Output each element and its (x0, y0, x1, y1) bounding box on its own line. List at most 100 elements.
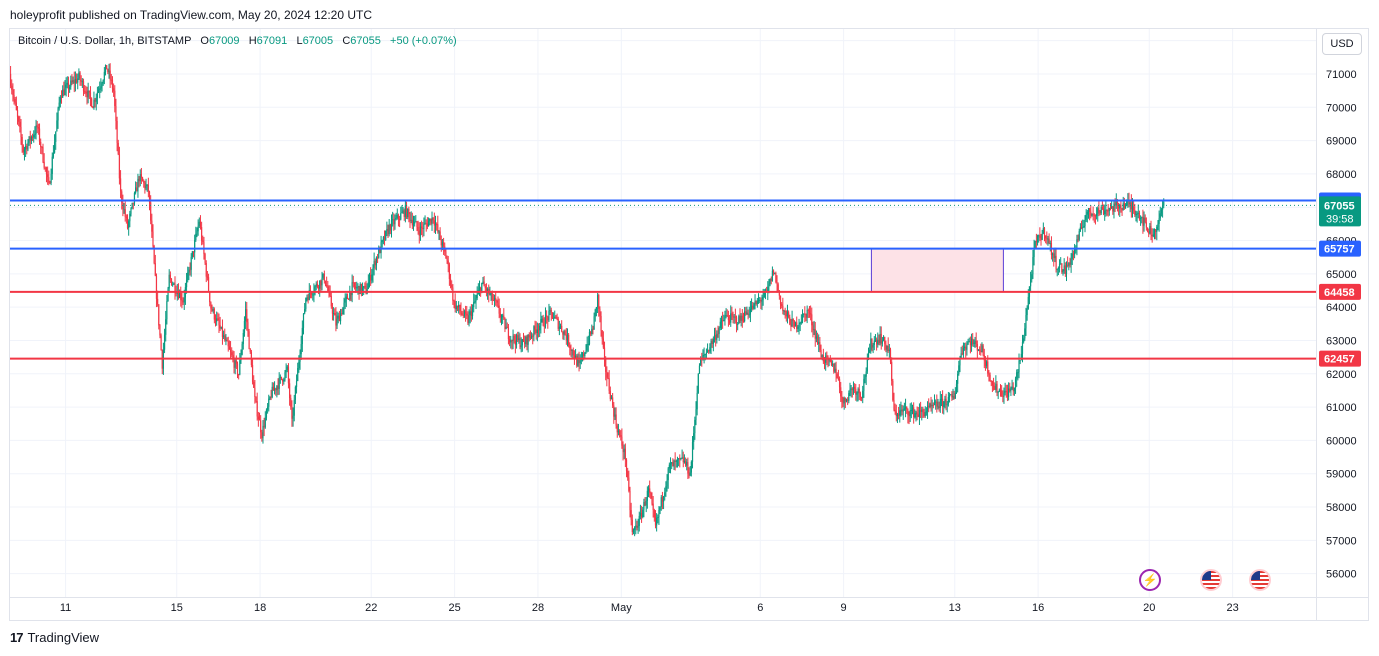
candle-body (587, 343, 589, 345)
candle-body (763, 291, 765, 298)
candle-body (630, 510, 632, 520)
us-flag-icon[interactable] (1200, 569, 1222, 591)
candle-body (132, 202, 134, 204)
candle-body (181, 300, 183, 302)
lightning-icon[interactable]: ⚡ (1139, 569, 1161, 591)
price-chart[interactable]: 56000 57000 58000 59000 60000 61000 62000 63000… (10, 29, 1368, 620)
candle-body (271, 386, 273, 398)
currency-button[interactable]: USD (1322, 33, 1362, 55)
candle-body (399, 219, 401, 221)
candle-body (110, 79, 112, 81)
candle-body (125, 216, 127, 218)
candle-body (992, 385, 995, 387)
candle-body (364, 286, 366, 288)
candle-body (1102, 208, 1105, 215)
candle-body (403, 210, 405, 217)
candle-body (317, 286, 320, 289)
candle-body (601, 330, 603, 339)
candle-body (337, 315, 339, 319)
candle-body (889, 349, 892, 362)
candle-body (1116, 201, 1119, 204)
candle-body (1064, 265, 1066, 274)
candle-body (808, 310, 811, 314)
candle-body (888, 349, 890, 351)
candle-body (44, 167, 46, 169)
candle-body (280, 376, 283, 380)
candle-body (562, 331, 564, 335)
candle-body (78, 72, 80, 79)
candle-body (1153, 229, 1156, 235)
candle-body (355, 286, 357, 289)
candle-body (1142, 217, 1144, 226)
candle-body (574, 355, 577, 360)
chart-frame (9, 28, 1369, 621)
candle-body (341, 313, 343, 315)
tradingview-brand[interactable]: 17 TradingView (10, 630, 99, 645)
candle-body (972, 338, 974, 344)
candle-body (455, 305, 457, 310)
candle-body (749, 309, 752, 315)
candle-body (863, 378, 865, 391)
candle-body (265, 409, 268, 418)
candle-body (223, 335, 225, 337)
candle-body (616, 425, 618, 433)
candle-body (15, 102, 17, 111)
candle-body (546, 315, 548, 317)
level-price-label: 64458 (1324, 287, 1355, 299)
candle-body (871, 338, 873, 348)
candle-body (950, 394, 952, 396)
candle-body (893, 400, 895, 410)
candle-body (628, 477, 630, 491)
candle-body (1115, 201, 1117, 206)
candle-body (358, 286, 360, 295)
candle-body (424, 222, 426, 224)
candle-body (370, 274, 372, 281)
candle-body (745, 311, 747, 315)
candle-body (254, 387, 256, 397)
candle-body (614, 414, 616, 417)
us-flag-icon[interactable] (1249, 569, 1271, 591)
candle-body (542, 318, 544, 326)
candle-body (418, 230, 420, 236)
candle-body (1091, 213, 1093, 216)
candle-body (346, 296, 349, 299)
candle-body (792, 319, 794, 322)
legend-close-value: 67055 (350, 35, 381, 47)
candle-body (1057, 267, 1059, 270)
candle-body (276, 386, 278, 391)
candle-body (167, 288, 169, 302)
candle-body (1120, 205, 1122, 209)
candle-body (1030, 279, 1032, 287)
candle-body (451, 284, 453, 288)
candle-body (456, 305, 459, 308)
candle-body (168, 274, 170, 289)
candle-body (976, 344, 978, 351)
candle-body (153, 246, 155, 264)
candle-body (1008, 388, 1010, 397)
candle-body (689, 472, 691, 476)
candle-body (23, 149, 26, 153)
candle-body (668, 464, 670, 469)
candle-body (558, 326, 560, 329)
candle-body (661, 497, 664, 502)
candle-body (673, 460, 675, 467)
candle-body (1020, 353, 1022, 361)
current-price-tag (1319, 196, 1361, 227)
candle-body (480, 287, 482, 293)
candle-body (1045, 235, 1047, 239)
candle-body (96, 92, 99, 98)
candle-body (930, 403, 932, 407)
candle-body (336, 318, 338, 326)
candle-body (646, 490, 648, 501)
candle-body (1155, 229, 1157, 232)
candle-body (386, 228, 388, 231)
candle-body (157, 298, 159, 305)
candle-body (446, 258, 448, 261)
candle-body (42, 147, 44, 162)
x-tick-label: May (611, 602, 632, 614)
candle-body (18, 116, 20, 122)
candle-body (968, 341, 970, 343)
candle-body (154, 263, 156, 276)
candle-body (27, 142, 29, 150)
candle-body (339, 313, 342, 322)
